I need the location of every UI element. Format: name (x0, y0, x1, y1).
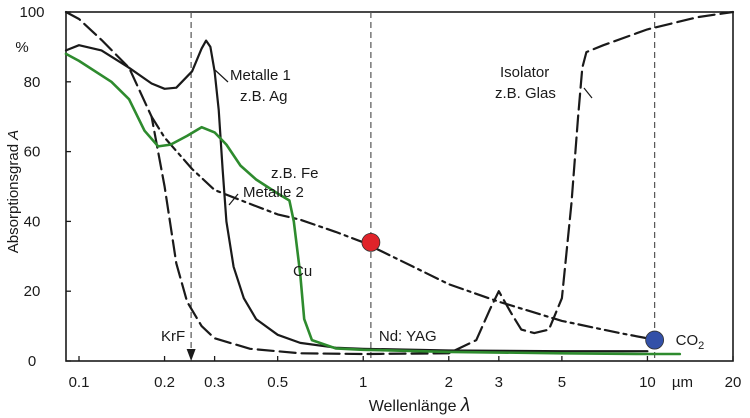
y-tick-label: 100 (19, 4, 44, 21)
series-line-1 (150, 115, 649, 340)
annotation-isolator-line1: Isolator (500, 64, 549, 81)
x-tick-label: 0.5 (267, 374, 288, 391)
axes: 0 20 40 60 80 100% 0.1 0.2 0.3 0.5 1 2 3 5 10 20 µm Welle… (5, 4, 741, 416)
krf-arrow (186, 349, 196, 361)
series-line-2 (64, 10, 735, 356)
y-tick-label: 60 (24, 144, 41, 161)
co2-label: CO2 (676, 332, 705, 352)
wavelength-markers (186, 12, 656, 361)
y-unit-label: % (15, 39, 28, 56)
x-tick-label: 10 (639, 374, 656, 391)
laser-marker-0 (361, 232, 381, 252)
leader-metalle2 (228, 193, 239, 206)
x-axis-title: Wellenlänge λ (369, 395, 471, 416)
y-tick-label: 40 (24, 213, 41, 230)
x-tick-label: 0.3 (204, 374, 225, 391)
series-line-3 (64, 52, 682, 356)
x-tick-label: 5 (558, 374, 566, 391)
y-tick-label: 0 (28, 353, 36, 370)
annotation-metalle1-line2: z.B. Ag (240, 88, 288, 105)
x-tick-label: 20 (725, 374, 742, 391)
annotation-cu: Cu (293, 263, 312, 280)
laser-points (361, 232, 665, 350)
x-tick-label: 0.1 (69, 374, 90, 391)
y-axis-title: Absorptionsgrad A (5, 130, 22, 253)
x-tick-label: 2 (445, 374, 453, 391)
y-tick-label: 20 (24, 283, 41, 300)
x-tick-label: 3 (495, 374, 503, 391)
annotations: KrF Nd: YAG CO2 Metalle 1 z.B. Ag z.B. Fe Meta… (161, 64, 704, 352)
laser-marker-1 (645, 330, 665, 350)
annotation-metalle2-line2: Metalle 2 (243, 184, 304, 201)
leader-isolator (583, 87, 593, 99)
y-tick-label: 80 (24, 74, 41, 91)
annotation-metalle1-line1: Metalle 1 (230, 67, 291, 84)
ndyag-label: Nd: YAG (379, 328, 437, 345)
annotation-metalle2-line1: z.B. Fe (271, 165, 319, 182)
series-group (64, 10, 735, 356)
x-unit-label: µm (672, 374, 693, 391)
leader-metalle1 (214, 69, 229, 83)
plot-frame (65, 11, 734, 362)
annotation-isolator-line2: z.B. Glas (495, 85, 556, 102)
x-tick-label: 0.2 (154, 374, 175, 391)
x-tick-label: 1 (359, 374, 367, 391)
krf-label: KrF (161, 328, 185, 345)
